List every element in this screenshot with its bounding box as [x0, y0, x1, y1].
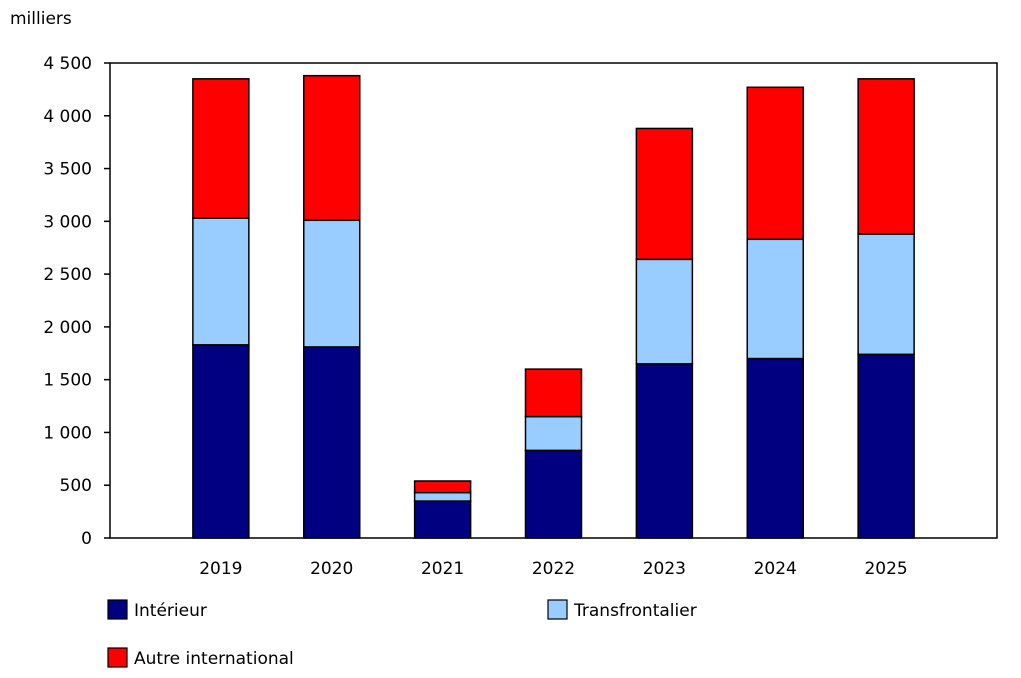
- bar-segment-2024-0: [746, 357, 804, 539]
- x-tick-label: 2020: [310, 559, 353, 579]
- bar-segment-2019-2: [192, 78, 250, 219]
- bar-segment-2025-1: [857, 233, 915, 356]
- plot-frame: [109, 62, 998, 539]
- bar-segment-2022-1: [524, 415, 583, 452]
- bar-segment-2020-2: [303, 74, 361, 222]
- legend-label: Autre international: [134, 649, 294, 669]
- x-tick-label: 2021: [421, 559, 464, 579]
- bar-segment-2025-0: [857, 353, 915, 539]
- x-tick-label: 2025: [864, 559, 907, 579]
- legend-label: Transfrontalier: [573, 601, 697, 621]
- bar-segment-2021-1: [413, 491, 472, 502]
- bar-segment-2023-2: [635, 127, 694, 261]
- legend-swatch: [107, 647, 128, 668]
- bar-segment-2025-2: [857, 78, 915, 235]
- legend-swatch: [547, 599, 568, 620]
- y-tick-label: 2 000: [43, 318, 92, 338]
- bar-segment-2024-2: [746, 86, 804, 241]
- bar-segment-2021-0: [413, 500, 472, 539]
- y-axis-label: milliers: [10, 9, 72, 29]
- bar-segment-2024-1: [746, 238, 804, 360]
- y-tick-label: 3 500: [43, 160, 92, 180]
- bar-segment-2023-0: [635, 363, 694, 539]
- bar-segment-2019-0: [192, 344, 250, 539]
- bar-segment-2020-1: [303, 219, 361, 348]
- y-tick-label: 0: [81, 529, 92, 549]
- legend-swatch: [107, 599, 128, 620]
- y-tick-label: 4 500: [43, 54, 92, 74]
- bar-segment-2022-2: [524, 368, 583, 418]
- y-tick-label: 3 000: [43, 212, 92, 232]
- bar-segment-2020-0: [303, 346, 361, 539]
- bar-segment-2019-1: [192, 217, 250, 346]
- y-tick-label: 1 000: [43, 423, 92, 443]
- y-tick-label: 1 500: [43, 371, 92, 391]
- y-tick-label: 500: [60, 476, 92, 496]
- x-tick-label: 2024: [754, 559, 797, 579]
- bar-segment-2023-1: [635, 258, 694, 365]
- y-tick-label: 2 500: [43, 265, 92, 285]
- legend-label: Intérieur: [134, 601, 207, 621]
- bar-segment-2021-2: [413, 480, 472, 494]
- x-tick-label: 2022: [532, 559, 575, 579]
- x-tick-label: 2023: [643, 559, 686, 579]
- x-tick-label: 2019: [199, 559, 242, 579]
- y-tick-label: 4 000: [43, 107, 92, 127]
- bar-segment-2022-0: [524, 449, 583, 539]
